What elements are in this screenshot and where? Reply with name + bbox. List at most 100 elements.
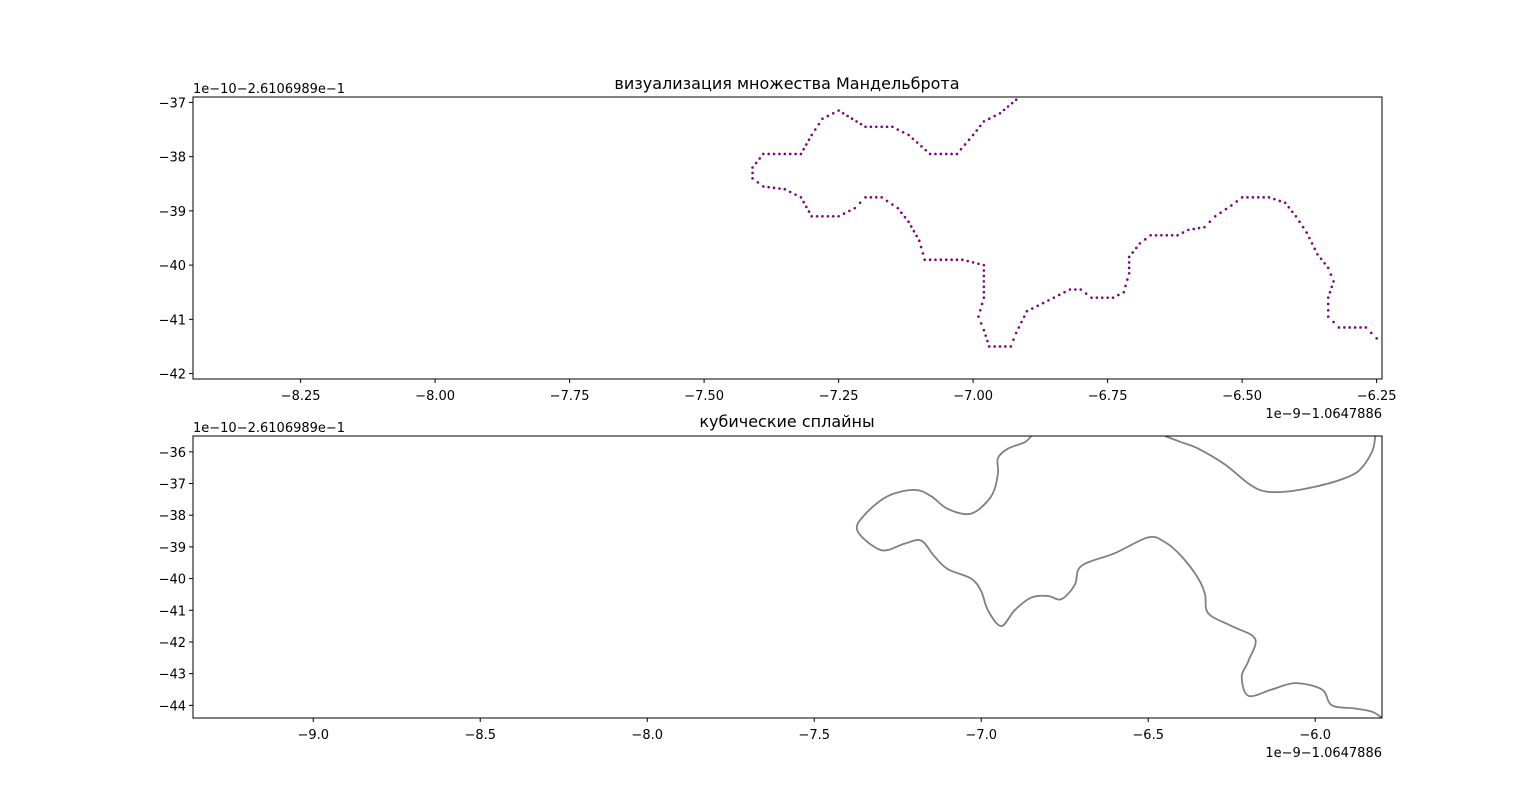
data-point [977, 315, 980, 318]
data-point [1170, 233, 1174, 237]
data-point [950, 258, 953, 261]
data-point [1316, 252, 1319, 256]
data-point [1052, 296, 1056, 299]
data-point [855, 120, 858, 123]
data-point [891, 125, 894, 129]
data-point [1326, 315, 1330, 318]
data-point [963, 143, 967, 146]
data-point [939, 258, 943, 261]
data-point [1124, 284, 1127, 288]
x-tick-label: −6.0 [1299, 728, 1331, 743]
data-point [1106, 296, 1109, 299]
data-point [831, 215, 835, 218]
data-point [1095, 296, 1099, 299]
data-point [1329, 273, 1333, 276]
data-point [1192, 227, 1195, 231]
y-axis: −44 −43 −42 −41 −40 −39 −38 −37 −36 [159, 446, 193, 714]
data-point [1030, 307, 1034, 310]
data-point [915, 141, 919, 144]
data-point [788, 152, 792, 156]
data-point [1160, 233, 1163, 237]
data-point [998, 111, 1002, 115]
data-point [1359, 326, 1362, 329]
data-point [903, 215, 907, 219]
data-point [961, 258, 964, 261]
data-point [880, 196, 883, 199]
x-tick-label: −7.75 [550, 389, 590, 404]
data-point [1135, 246, 1138, 250]
data-point [783, 152, 787, 156]
spline-line [1164, 436, 1377, 494]
data-point [874, 125, 878, 129]
data-point [984, 334, 987, 337]
data-point [880, 125, 883, 129]
data-point [1332, 320, 1335, 324]
data-point [971, 133, 975, 137]
data-point [821, 117, 824, 120]
data-point [772, 152, 776, 156]
y-tick-label: −36 [159, 446, 186, 461]
data-point [821, 215, 824, 218]
data-point [971, 261, 975, 264]
data-point [982, 274, 986, 278]
y-tick-label: −40 [159, 573, 186, 588]
data-point [978, 124, 982, 128]
data-point [1278, 199, 1282, 203]
data-point [921, 252, 925, 255]
data-point [982, 285, 986, 289]
data-point [987, 345, 991, 348]
data-point [761, 152, 765, 156]
data-point [1213, 215, 1217, 218]
data-point [924, 148, 928, 152]
data-point [841, 111, 845, 115]
data-point [998, 345, 1002, 348]
data-point [761, 185, 765, 188]
data-point [1273, 197, 1276, 201]
data-point [1323, 262, 1326, 265]
data-point [751, 177, 754, 180]
x-tick-label: −7.50 [684, 389, 724, 404]
data-point [978, 309, 982, 312]
data-point [1203, 225, 1206, 229]
data-point [826, 215, 830, 218]
data-point [1127, 255, 1131, 259]
data-point [966, 259, 970, 263]
data-point [754, 161, 758, 165]
data-point [1283, 201, 1287, 205]
y-tick-label: −38 [159, 151, 186, 166]
data-point [848, 209, 851, 213]
data-point [778, 187, 781, 190]
data-point [1337, 326, 1341, 329]
data-point [1375, 337, 1378, 340]
data-point [810, 133, 814, 137]
data-point [1181, 231, 1185, 234]
data-point [1267, 196, 1271, 199]
data-point [758, 157, 762, 160]
data-point [1009, 345, 1013, 348]
data-point [1330, 285, 1334, 289]
data-point [1224, 207, 1228, 211]
data-point [885, 199, 889, 203]
data-point [1251, 196, 1255, 199]
data-point [1149, 233, 1152, 237]
data-point [826, 114, 830, 118]
y-tick-label: −42 [159, 636, 186, 651]
data-point [928, 258, 932, 261]
data-point [1294, 215, 1298, 218]
data-point [751, 171, 754, 175]
data-point [1126, 278, 1129, 281]
data-point [1127, 261, 1131, 264]
data-point [802, 147, 805, 151]
y-tick-label: −39 [159, 205, 186, 220]
data-point [1017, 326, 1021, 329]
data-point [813, 128, 817, 131]
y-offset-label: 1e−10−2.6106989e−1 [193, 421, 345, 436]
data-point [1308, 236, 1311, 240]
data-point [869, 196, 873, 199]
data-point [831, 111, 835, 115]
data-point [907, 133, 910, 137]
data-point [1014, 98, 1018, 102]
data-point [1041, 301, 1045, 305]
x-tick-label: −8.0 [631, 728, 663, 743]
data-point [1301, 225, 1305, 229]
